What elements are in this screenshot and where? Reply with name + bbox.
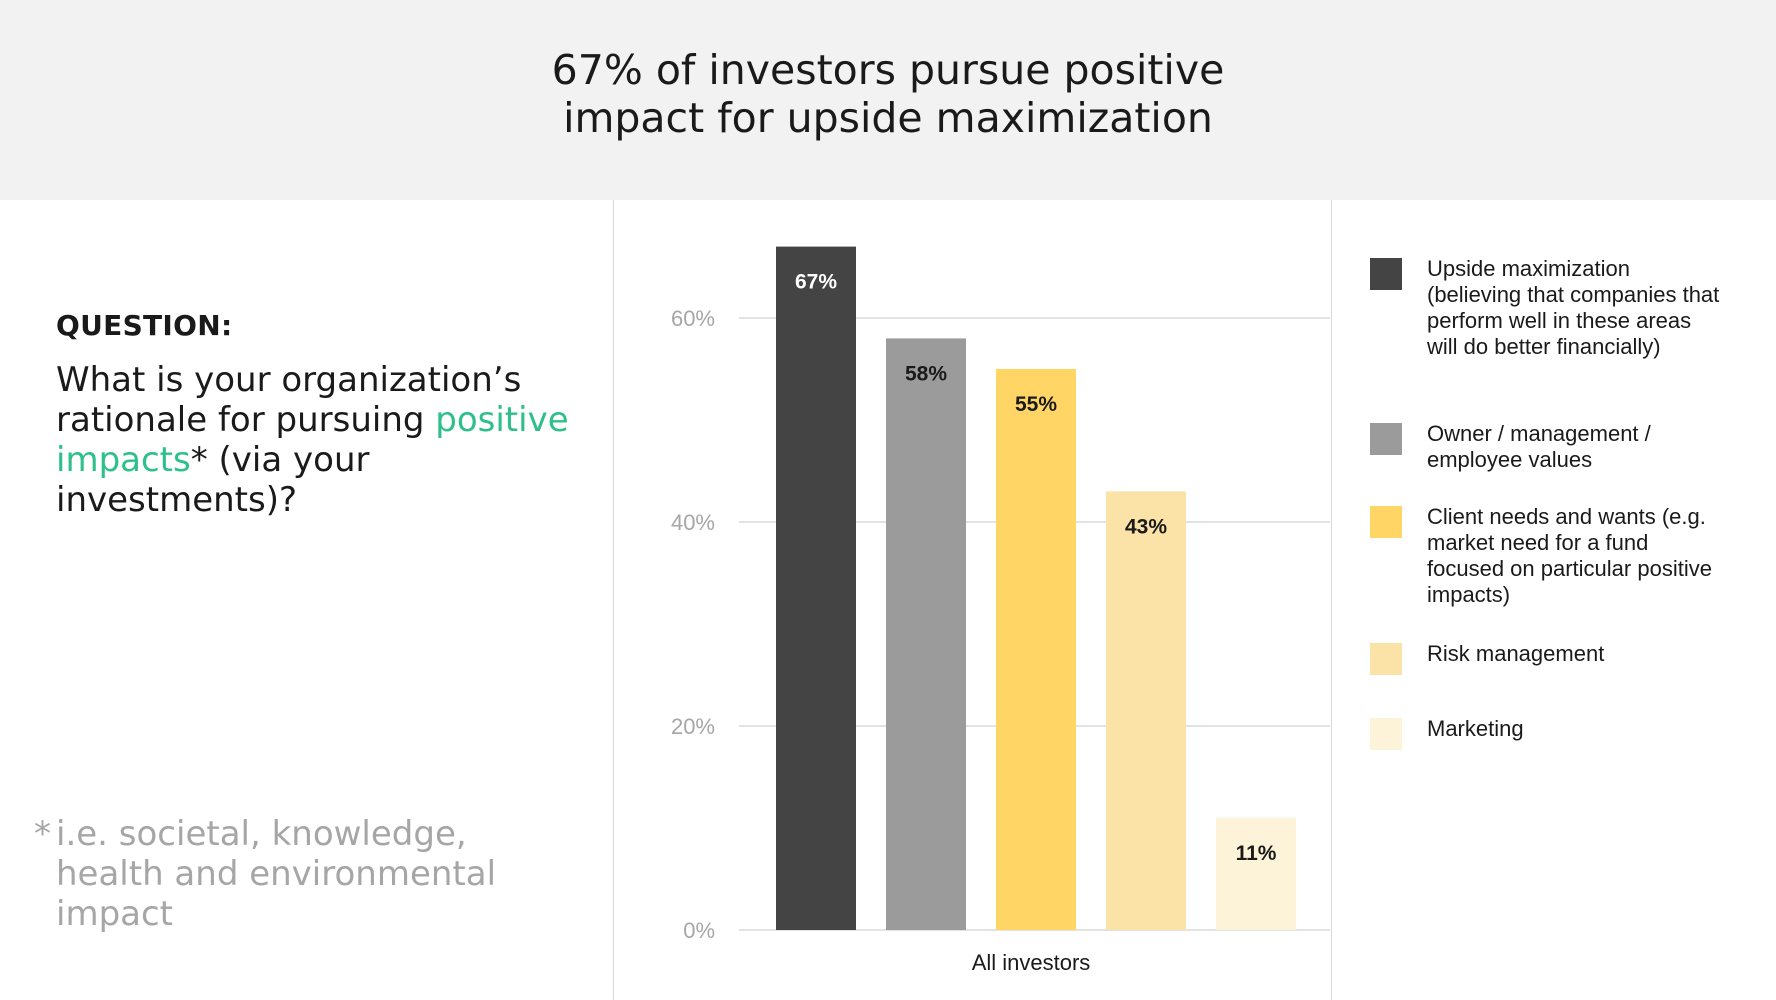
question-text-start: What is your organization’s rationale fo…: [56, 360, 522, 440]
footnote-star: *: [34, 814, 51, 854]
data-label: 11%: [1236, 842, 1277, 865]
bar: [776, 246, 856, 931]
left-divider: [613, 200, 614, 1000]
bar: [1106, 491, 1186, 930]
header-band: 67% of investors pursue positive impact …: [0, 0, 1776, 200]
legend-label: Upside maximization (believing that comp…: [1427, 256, 1720, 359]
question-text: What is your organization’s rationale fo…: [56, 360, 576, 520]
legend-swatch: [1370, 643, 1402, 675]
x-axis-label: All investors: [972, 950, 1091, 975]
question-text-accent: positive impacts: [56, 400, 569, 480]
y-tick-label: 0%: [683, 918, 715, 943]
data-label: 55%: [1015, 393, 1057, 416]
y-tick-label: 20%: [671, 714, 715, 739]
data-label: 58%: [905, 362, 947, 385]
question-text-end: * (via your investments)?: [56, 440, 370, 520]
title-line-2: impact for upside maximization: [563, 94, 1213, 142]
title-line-1: 67% of investors pursue positive: [551, 46, 1225, 94]
bar: [996, 369, 1076, 930]
bar-chart: 0% 20% 40% 60% 67% 58% 55% 43% 11% All investors: [671, 246, 1330, 975]
legend-swatch: [1370, 718, 1402, 750]
y-tick-label: 40%: [671, 510, 715, 535]
legend-swatch: [1370, 423, 1402, 455]
y-tick-label: 60%: [671, 306, 715, 331]
data-label: 67%: [795, 271, 837, 294]
legend-label: Client needs and wants (e.g. market need…: [1427, 504, 1712, 607]
bar: [1216, 817, 1296, 930]
legend-swatch: [1370, 258, 1402, 290]
bar: [886, 338, 966, 930]
footnote: * i.e. societal, knowledge, health and e…: [34, 814, 526, 934]
page-title: 67% of investors pursue positive impact …: [0, 46, 1776, 142]
right-divider: [1331, 200, 1332, 1000]
legend-label: Marketing: [1427, 716, 1524, 741]
data-label: 43%: [1125, 515, 1167, 538]
legend-swatch: [1370, 506, 1402, 538]
footnote-text: i.e. societal, knowledge, health and env…: [56, 814, 497, 934]
legend-label: Risk management: [1427, 641, 1605, 666]
question-label: QUESTION:: [56, 309, 233, 342]
legend-label: Owner / management / employee values: [1427, 421, 1651, 472]
